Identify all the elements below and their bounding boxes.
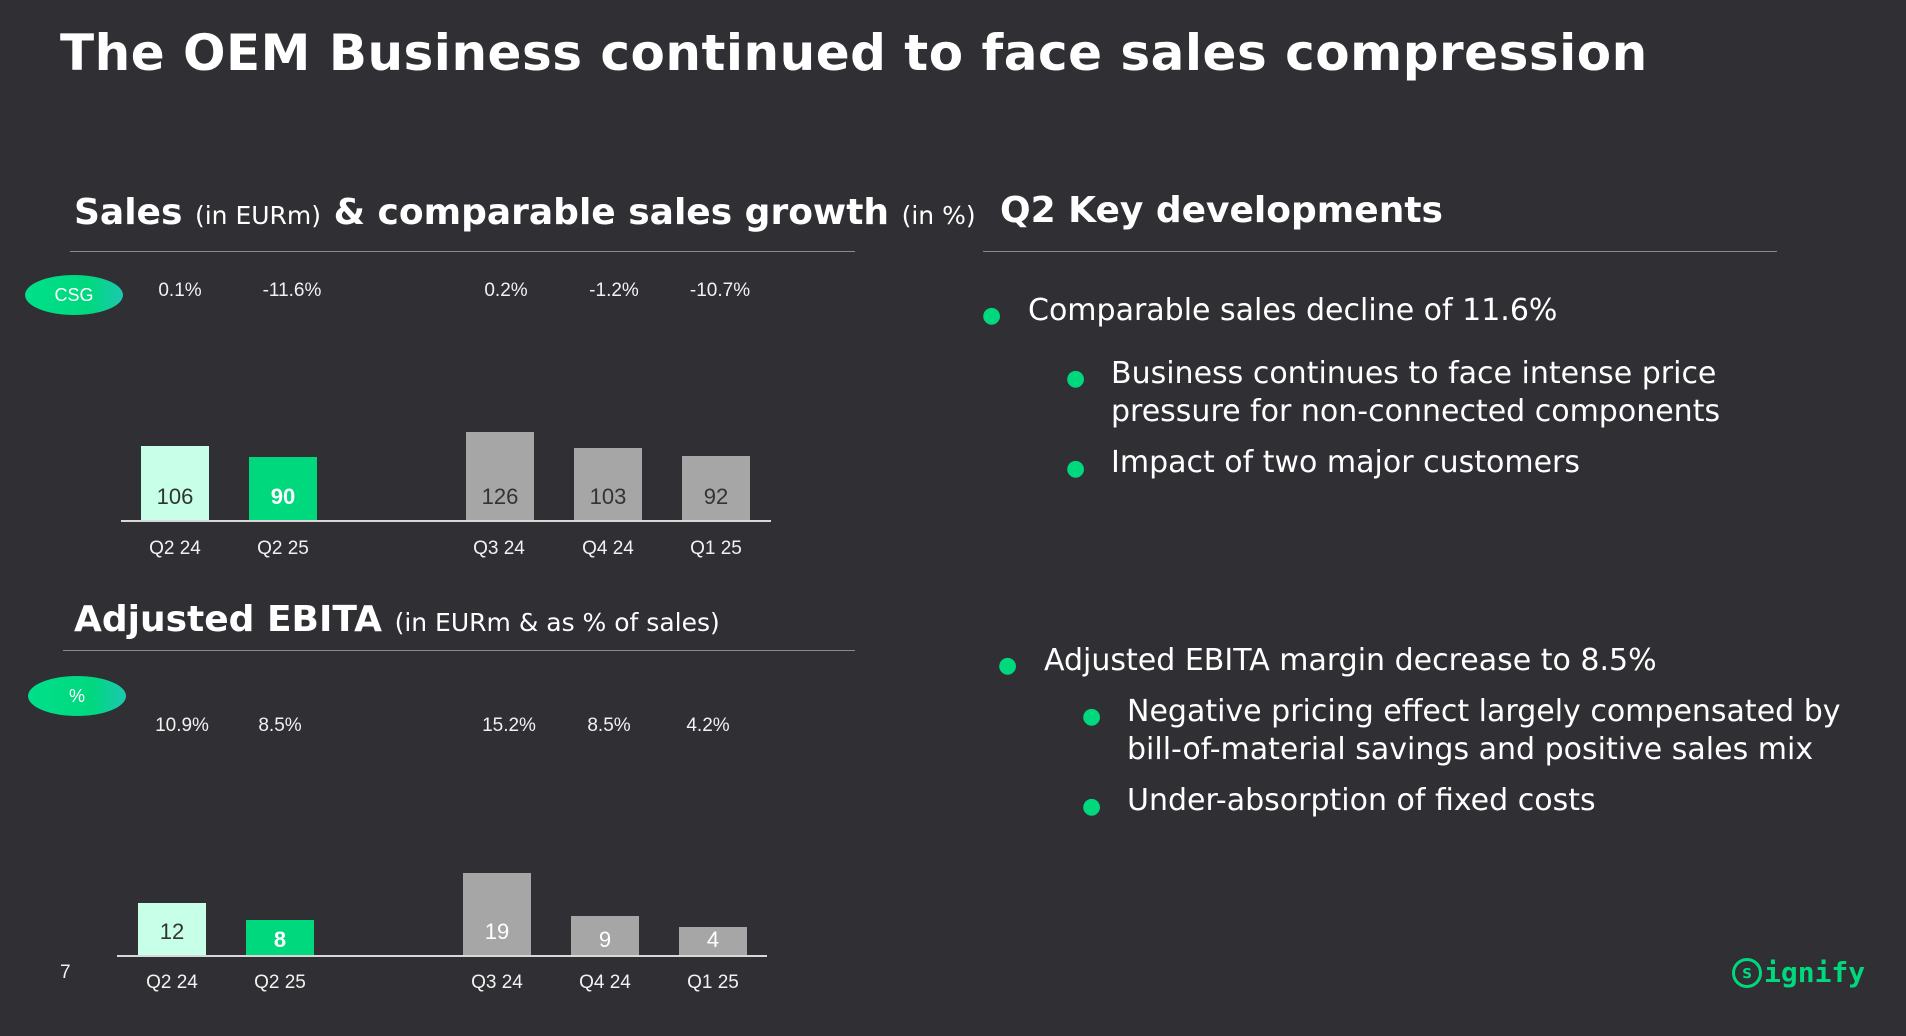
sales-divider bbox=[70, 251, 855, 252]
ebita-section-title: Adjusted EBITA (in EURm & as % of sales) bbox=[74, 599, 720, 640]
ebita-x-label: Q3 24 bbox=[471, 972, 523, 993]
ebita-bar-value-label: 12 bbox=[159, 919, 185, 944]
sales-bar-value-label: 103 bbox=[589, 484, 627, 509]
margin-value: 4.2% bbox=[686, 715, 730, 736]
page-title: The OEM Business continued to face sales… bbox=[60, 24, 1648, 82]
sales-x-label: Q3 24 bbox=[473, 538, 525, 559]
bullet-dot: ● bbox=[1066, 366, 1086, 391]
sales-bar-q2-24: 106 bbox=[141, 446, 209, 520]
bullet-sales-decline: Comparable sales decline of 11.6% bbox=[1028, 293, 1558, 328]
ebita-bar-value-label: 4 bbox=[706, 927, 720, 952]
csg-value: -10.7% bbox=[689, 280, 751, 301]
bullet-ebita-margin: Adjusted EBITA margin decrease to 8.5% bbox=[1044, 643, 1657, 678]
ebita-bar-q4-24: 9 bbox=[571, 916, 639, 955]
sales-bar-value-label: 90 bbox=[270, 484, 296, 509]
ebita-bar-value-label: 9 bbox=[598, 927, 612, 952]
csg-value: -1.2% bbox=[589, 280, 639, 301]
csg-value: -11.6% bbox=[262, 280, 322, 301]
margin-value: 8.5% bbox=[587, 715, 631, 736]
sales-bar-q2-25: 90 bbox=[249, 457, 317, 520]
csg-pill: CSG bbox=[25, 275, 123, 315]
bullet-dot: ● bbox=[998, 653, 1018, 678]
ebita-bar-q2-24: 12 bbox=[138, 903, 206, 955]
ebita-bar-q2-25: 8 bbox=[246, 920, 314, 955]
ebita-x-label: Q2 25 bbox=[254, 972, 306, 993]
bullet-dot: ● bbox=[1066, 456, 1086, 481]
sales-bar-q4-24: 103 bbox=[574, 448, 642, 520]
bullet-price-pressure-line2: pressure for non-connected components bbox=[1111, 394, 1721, 429]
sales-x-axis bbox=[121, 520, 771, 522]
sales-x-label: Q2 25 bbox=[257, 538, 309, 559]
sales-bar-value-label: 106 bbox=[156, 484, 194, 509]
ebita-x-label: Q4 24 bbox=[579, 972, 631, 993]
csg-value: 0.2% bbox=[484, 280, 528, 301]
sales-title-unit: (in EURm) bbox=[194, 201, 322, 230]
margin-value: 8.5% bbox=[258, 715, 302, 736]
sales-title-2-unit: (in %) bbox=[901, 201, 976, 230]
bullet-dot: ● bbox=[1082, 794, 1102, 819]
ebita-title-unit: (in EURm & as % of sales) bbox=[394, 608, 720, 637]
sales-bar-q3-24: 126 bbox=[466, 432, 534, 520]
ebita-bar-value-label: 8 bbox=[273, 927, 287, 952]
key-developments-title: Q2 Key developments bbox=[1000, 190, 1443, 231]
ebita-bar-q1-25: 4 bbox=[679, 927, 747, 955]
bullet-pricing-effect-line2: bill-of-material savings and positive sa… bbox=[1127, 732, 1814, 767]
margin-value: 10.9% bbox=[155, 715, 209, 736]
margin-pill: % bbox=[28, 676, 126, 716]
ebita-bar-q3-24: 19 bbox=[463, 873, 531, 955]
sales-x-label: Q1 25 bbox=[690, 538, 742, 559]
ebita-x-label: Q1 25 bbox=[687, 972, 739, 993]
signify-logo-text: ignify bbox=[1764, 956, 1866, 989]
csg-value: 0.1% bbox=[158, 280, 202, 301]
sales-title-2: & comparable sales growth bbox=[333, 192, 890, 233]
signify-logo-s-icon: s bbox=[1732, 957, 1762, 988]
margin-value: 15.2% bbox=[482, 715, 536, 736]
sales-bar-value-label: 92 bbox=[703, 484, 729, 509]
bullet-pricing-effect-line1: Negative pricing effect largely compensa… bbox=[1127, 694, 1841, 729]
bullet-major-customers: Impact of two major customers bbox=[1111, 445, 1580, 480]
signify-logo: s ignify bbox=[1732, 956, 1865, 989]
sales-x-label: Q4 24 bbox=[582, 538, 634, 559]
sales-section-title: Sales (in EURm) & comparable sales growt… bbox=[74, 192, 976, 233]
sales-x-label: Q2 24 bbox=[149, 538, 201, 559]
key-developments-divider bbox=[983, 251, 1777, 252]
ebita-x-label: Q2 24 bbox=[146, 972, 198, 993]
bullet-price-pressure-line1: Business continues to face intense price bbox=[1111, 356, 1717, 391]
sales-title: Sales bbox=[74, 192, 183, 233]
bullet-dot: ● bbox=[982, 303, 1002, 328]
ebita-divider bbox=[63, 650, 855, 651]
ebita-bar-value-label: 19 bbox=[484, 919, 510, 944]
sales-bar-value-label: 126 bbox=[481, 484, 519, 509]
page-number: 7 bbox=[60, 962, 71, 983]
bullet-fixed-costs: Under-absorption of fixed costs bbox=[1127, 783, 1596, 818]
ebita-x-axis bbox=[117, 955, 767, 957]
ebita-title: Adjusted EBITA bbox=[74, 599, 383, 640]
sales-bar-q1-25: 92 bbox=[682, 456, 750, 520]
bullet-dot: ● bbox=[1082, 704, 1102, 729]
